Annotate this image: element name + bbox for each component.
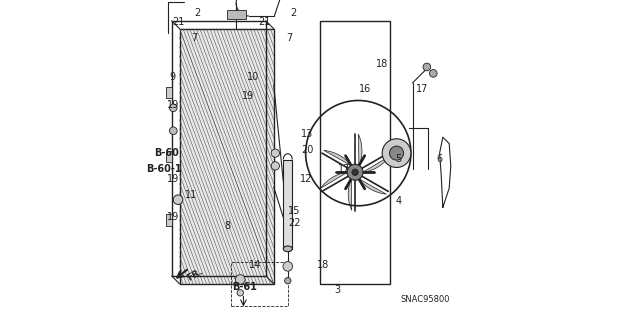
Ellipse shape: [284, 246, 292, 252]
FancyBboxPatch shape: [166, 87, 172, 98]
Text: 19: 19: [166, 212, 179, 222]
Text: 4: 4: [395, 196, 401, 206]
Text: 6: 6: [436, 154, 443, 165]
Circle shape: [382, 139, 411, 167]
Text: 17: 17: [338, 164, 350, 174]
Text: 21: 21: [172, 17, 184, 27]
Polygon shape: [324, 150, 351, 166]
Bar: [320, 21, 390, 284]
Circle shape: [236, 275, 245, 284]
Circle shape: [173, 195, 183, 204]
Polygon shape: [358, 134, 362, 166]
Polygon shape: [359, 179, 387, 194]
Text: B-60-1: B-60-1: [147, 164, 182, 174]
Text: SNAC95800: SNAC95800: [401, 295, 450, 304]
Bar: [180, 29, 274, 284]
Text: 16: 16: [358, 84, 371, 94]
Text: 19: 19: [166, 174, 179, 184]
FancyBboxPatch shape: [227, 10, 246, 19]
Circle shape: [283, 262, 292, 271]
Text: 2: 2: [290, 8, 296, 18]
Circle shape: [271, 162, 280, 170]
Bar: [230, 262, 288, 306]
Text: 9: 9: [170, 71, 176, 82]
Text: 22: 22: [288, 218, 301, 228]
Polygon shape: [321, 172, 348, 189]
Text: 19: 19: [242, 91, 254, 101]
Text: B-61: B-61: [232, 282, 257, 292]
Circle shape: [285, 278, 291, 284]
Circle shape: [170, 104, 177, 112]
Bar: [284, 160, 292, 249]
Text: 7: 7: [287, 33, 293, 43]
Text: 5: 5: [395, 154, 401, 165]
FancyBboxPatch shape: [166, 214, 172, 226]
Circle shape: [170, 127, 177, 135]
Text: 10: 10: [247, 71, 259, 82]
Circle shape: [429, 70, 437, 77]
Text: 14: 14: [248, 260, 260, 270]
Circle shape: [347, 164, 363, 180]
Text: 2: 2: [194, 8, 200, 18]
Text: 3: 3: [335, 285, 340, 295]
Text: 21: 21: [258, 17, 270, 27]
Text: 8: 8: [225, 221, 230, 232]
Text: FR.: FR.: [186, 266, 205, 282]
FancyBboxPatch shape: [166, 151, 172, 162]
Text: 20: 20: [301, 145, 314, 155]
Polygon shape: [348, 179, 352, 211]
Text: 11: 11: [185, 189, 197, 200]
Text: B-60: B-60: [154, 148, 179, 158]
Circle shape: [352, 169, 358, 175]
Text: 17: 17: [416, 84, 428, 94]
Text: 19: 19: [166, 100, 179, 110]
Text: 12: 12: [300, 174, 312, 184]
Text: 13: 13: [301, 129, 314, 139]
Text: 7: 7: [191, 33, 197, 43]
Text: 18: 18: [376, 59, 388, 69]
Polygon shape: [363, 156, 390, 172]
Text: 15: 15: [288, 205, 301, 216]
Bar: [172, 21, 266, 276]
Text: 18: 18: [317, 260, 330, 270]
Circle shape: [390, 146, 404, 160]
Circle shape: [271, 149, 280, 157]
Circle shape: [237, 290, 243, 296]
Circle shape: [423, 63, 431, 71]
